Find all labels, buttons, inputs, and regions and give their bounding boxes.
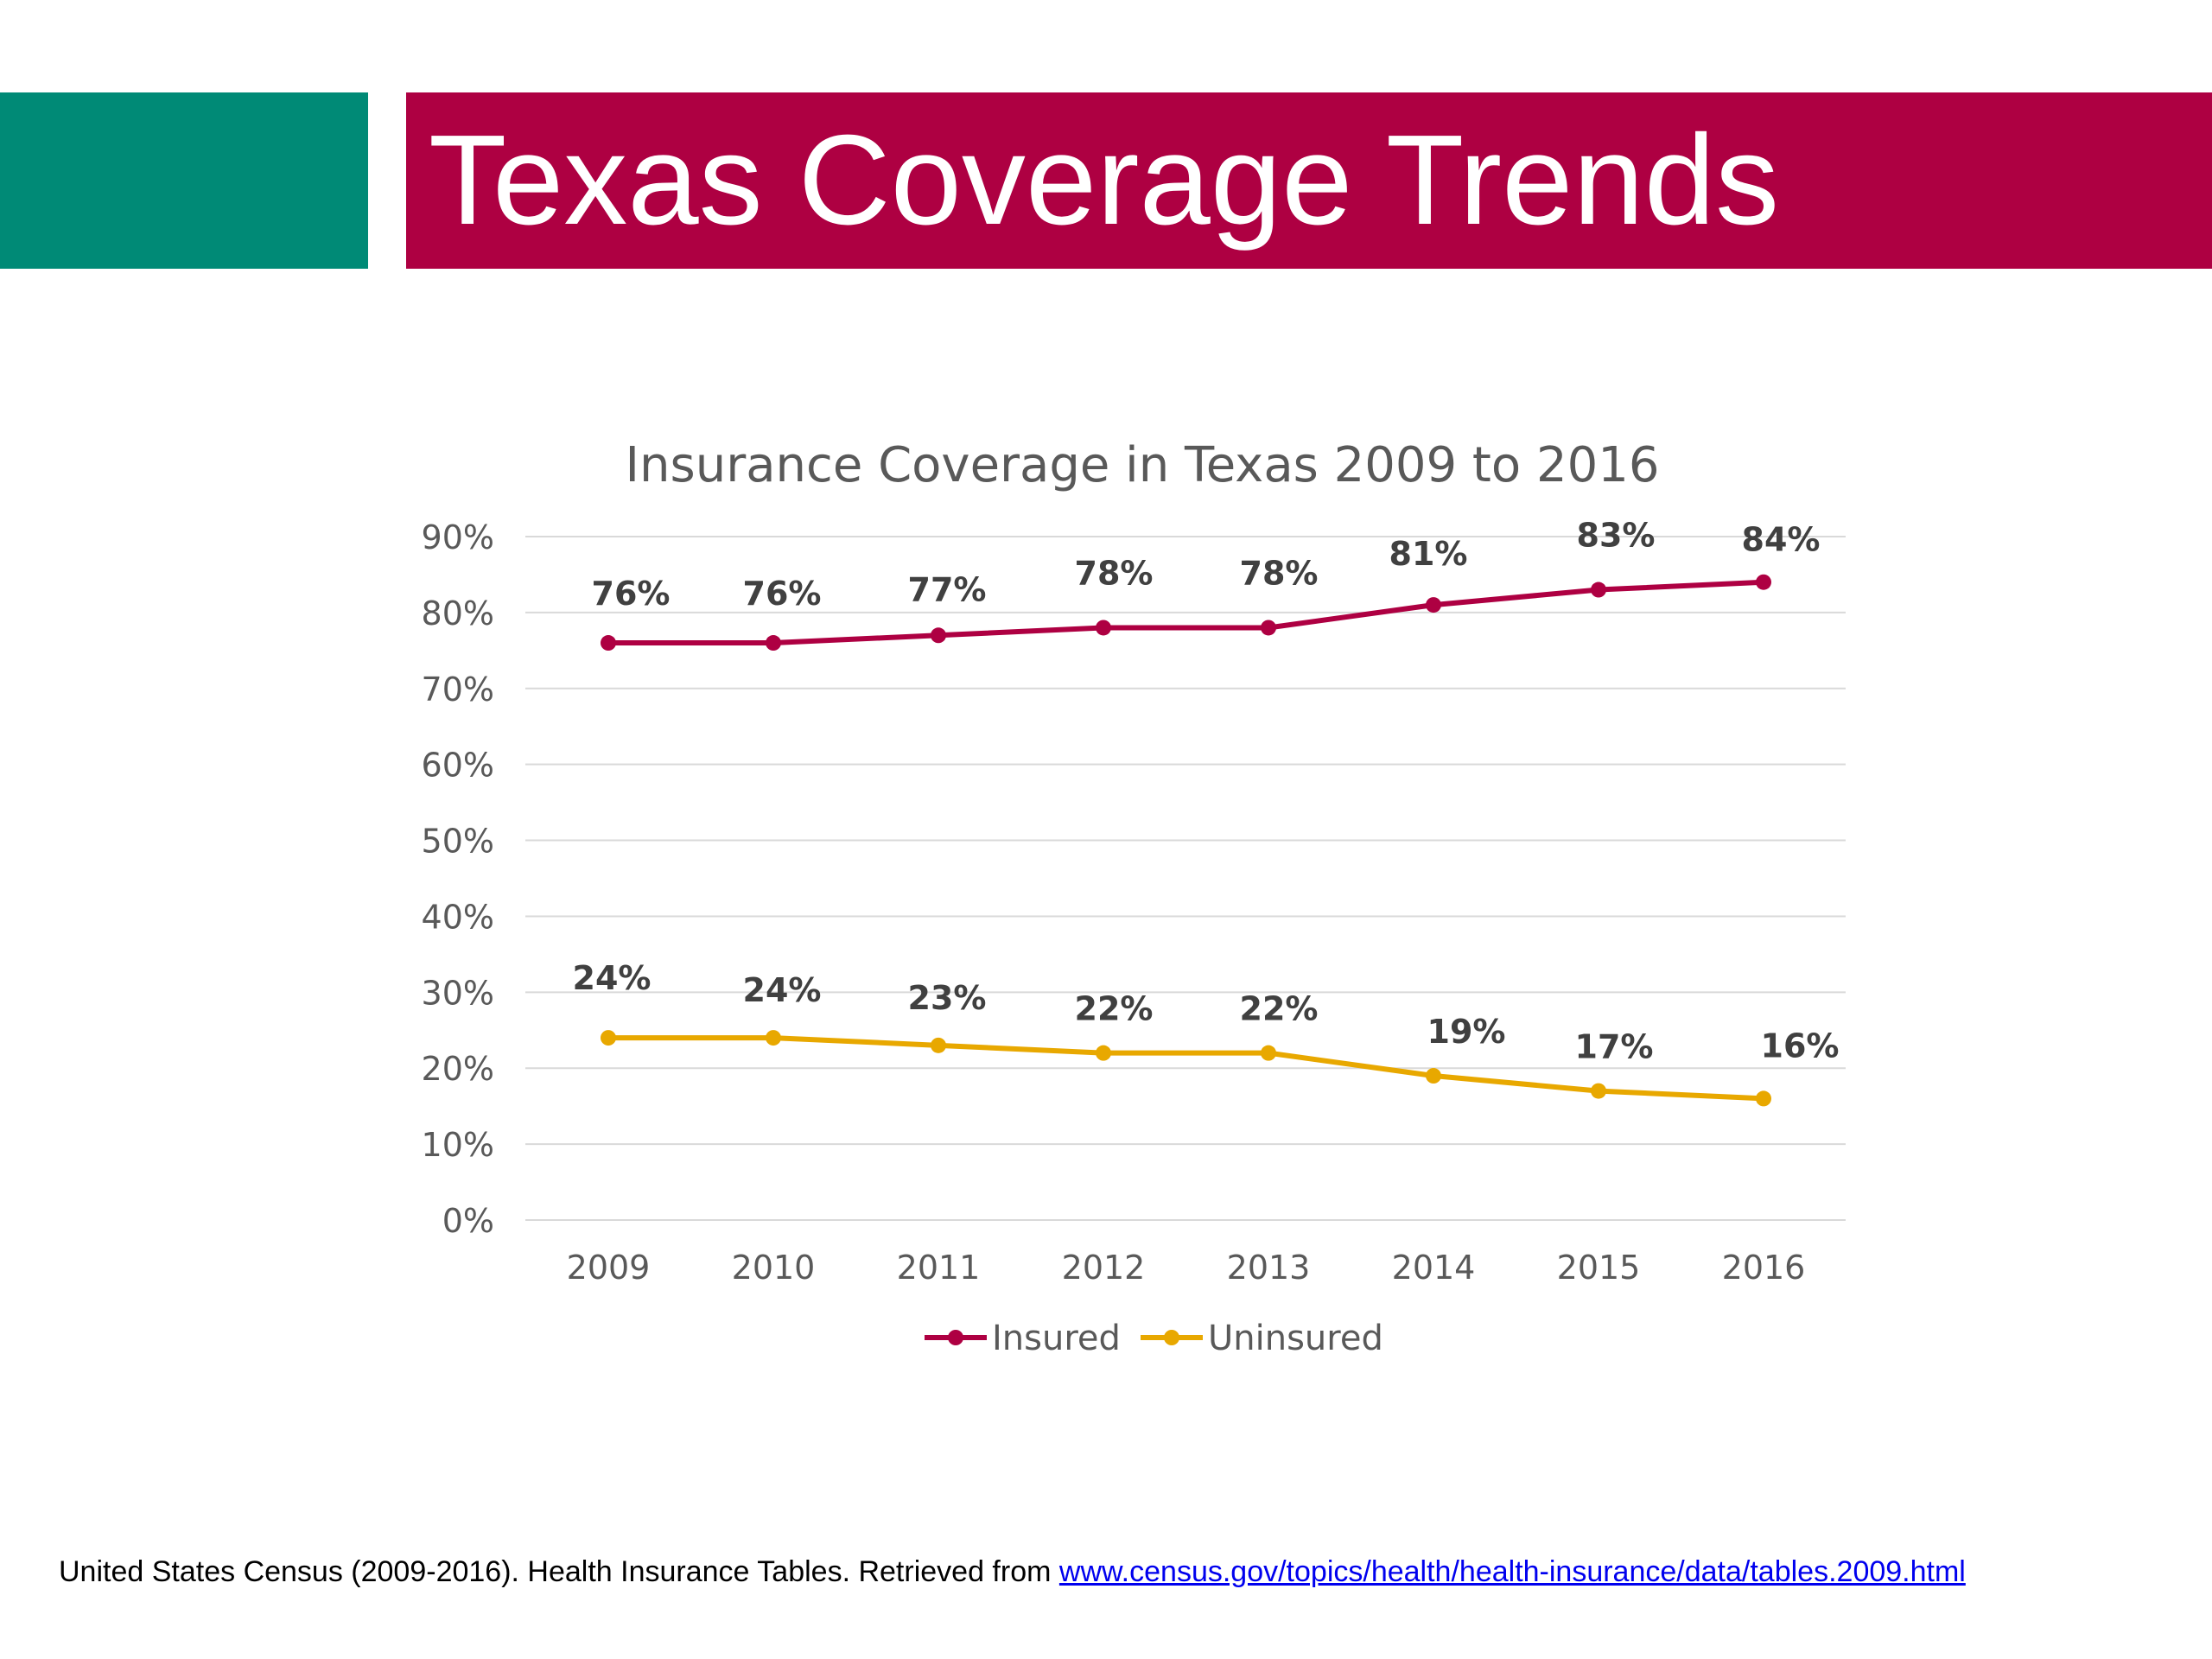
x-tick-label: 2009 xyxy=(567,1249,651,1287)
data-label: 83% xyxy=(1577,517,1656,555)
series: 76% 76% 77% 78% 78% 81% 83% 84% 24% 24% 23% 22% 22% 1… xyxy=(573,517,1840,1107)
series-line xyxy=(608,1035,1764,1102)
y-tick-label: 70% xyxy=(422,671,494,709)
y-tick-label: 90% xyxy=(422,518,494,556)
data-point xyxy=(1261,620,1276,636)
data-point xyxy=(1096,620,1111,636)
x-tick-label: 2014 xyxy=(1392,1249,1476,1287)
title-bar xyxy=(406,92,2212,269)
data-label: 16% xyxy=(1761,1027,1840,1065)
y-tick-label: 30% xyxy=(422,974,494,1012)
data-label: 78% xyxy=(1240,554,1319,592)
legend-label: Uninsured xyxy=(1208,1319,1383,1358)
data-label: 24% xyxy=(573,959,652,997)
x-axis-ticks: 2009 2010 2011 2012 2013 2014 2015 2016 xyxy=(567,1249,1806,1287)
data-label: 23% xyxy=(908,979,987,1017)
data-label: 77% xyxy=(908,570,987,608)
legend-item-insured: Insured xyxy=(925,1319,1121,1358)
data-label: 24% xyxy=(743,971,822,1009)
x-tick-label: 2010 xyxy=(732,1249,816,1287)
legend-marker xyxy=(948,1330,963,1345)
series-uninsured: 24% 24% 23% 22% 22% 19% 17% 16% xyxy=(573,959,1840,1107)
citation: United States Census (2009-2016). Health… xyxy=(59,1555,1966,1589)
citation-text: United States Census (2009-2016). Health… xyxy=(59,1555,1059,1588)
accent-block xyxy=(0,92,368,269)
legend-label: Insured xyxy=(992,1319,1121,1358)
x-tick-label: 2016 xyxy=(1722,1249,1806,1287)
y-tick-label: 20% xyxy=(422,1050,494,1088)
data-point xyxy=(1426,597,1441,613)
data-label: 84% xyxy=(1742,521,1821,559)
chart-title: Insurance Coverage in Texas 2009 to 2016 xyxy=(626,437,1660,493)
data-label: 81% xyxy=(1389,535,1468,573)
data-label: 22% xyxy=(1075,990,1154,1028)
y-tick-label: 40% xyxy=(422,898,494,936)
data-point xyxy=(766,635,781,652)
x-tick-label: 2013 xyxy=(1227,1249,1311,1287)
gridlines xyxy=(525,536,1846,1221)
legend-item-uninsured: Uninsured xyxy=(1141,1319,1383,1358)
series-insured: 76% 76% 77% 78% 78% 81% 83% 84% xyxy=(592,517,1821,652)
y-tick-label: 10% xyxy=(422,1126,494,1164)
data-point xyxy=(1756,1090,1771,1107)
data-point xyxy=(1591,1083,1606,1099)
data-label: 22% xyxy=(1240,990,1319,1028)
data-point xyxy=(601,635,616,652)
data-point xyxy=(931,627,946,644)
line-chart: Insurance Coverage in Texas 2009 to 2016… xyxy=(422,437,1846,1358)
citation-link[interactable]: www.census.gov/topics/health/health-insu… xyxy=(1058,1555,1966,1588)
data-label: 17% xyxy=(1575,1028,1654,1066)
y-tick-label: 50% xyxy=(422,823,494,861)
data-label: 76% xyxy=(592,575,671,613)
legend: Insured Uninsured xyxy=(925,1319,1383,1358)
data-label: 19% xyxy=(1427,1013,1506,1051)
slide-title: Texas Coverage Trends xyxy=(429,109,1780,251)
y-tick-label: 0% xyxy=(442,1202,494,1240)
y-tick-label: 80% xyxy=(422,594,494,632)
x-tick-label: 2012 xyxy=(1062,1249,1146,1287)
data-label: 76% xyxy=(743,575,822,613)
x-tick-label: 2011 xyxy=(897,1249,981,1287)
data-point xyxy=(931,1037,946,1053)
data-point xyxy=(1591,582,1606,598)
data-point xyxy=(766,1030,781,1046)
data-point xyxy=(1756,574,1771,590)
series-line xyxy=(608,579,1764,646)
x-tick-label: 2015 xyxy=(1557,1249,1641,1287)
y-axis-ticks: 0% 10% 20% 30% 40% 50% 60% 70% 80% 90% xyxy=(422,518,494,1240)
data-point xyxy=(1261,1045,1276,1061)
y-tick-label: 60% xyxy=(422,747,494,785)
data-point xyxy=(1426,1068,1441,1084)
legend-marker xyxy=(1164,1330,1179,1345)
data-point xyxy=(1096,1045,1111,1061)
data-point xyxy=(601,1030,616,1046)
data-label: 78% xyxy=(1075,554,1154,592)
